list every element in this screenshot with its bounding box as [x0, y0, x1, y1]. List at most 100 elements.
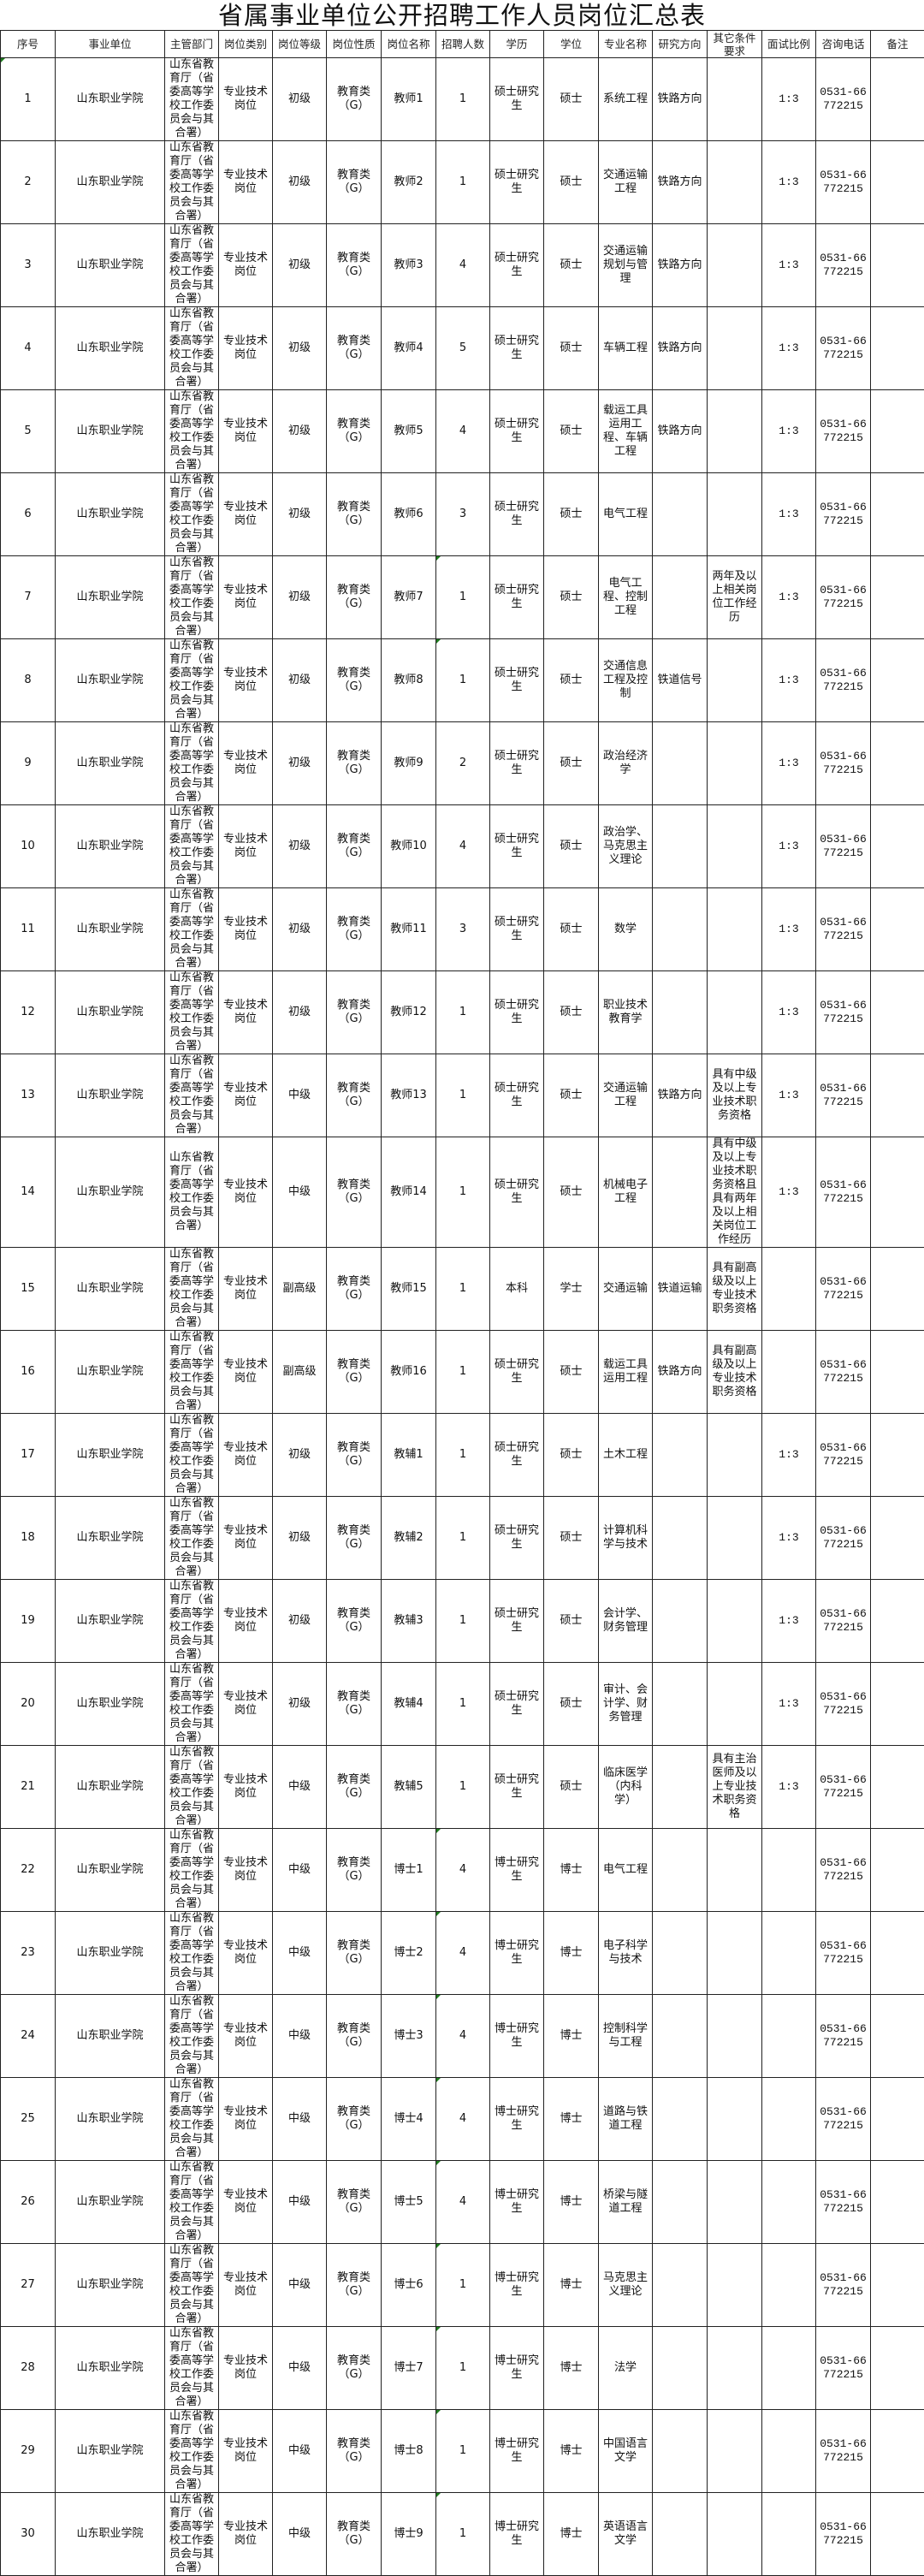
cell-headcount: 1 — [436, 58, 490, 141]
cell-contact-phone: 0531-66772215 — [816, 1331, 871, 1414]
cell-serial-no: 20 — [1, 1663, 56, 1746]
cell-interview-ratio: 1:3 — [762, 224, 816, 307]
cell-remarks — [871, 1248, 924, 1331]
cell-education: 硕士研究生 — [490, 473, 544, 556]
cell-degree: 硕士 — [544, 1663, 599, 1746]
cell-major: 临床医学（内科学） — [599, 1746, 653, 1829]
cell-research-direction — [653, 1580, 708, 1663]
cell-degree: 博士 — [544, 2410, 599, 2493]
cell-serial-no: 26 — [1, 2161, 56, 2244]
cell-degree: 博士 — [544, 2327, 599, 2410]
cell-education: 硕士研究生 — [490, 722, 544, 805]
cell-post-level: 中级 — [273, 2410, 327, 2493]
cell-serial-no: 3 — [1, 224, 56, 307]
cell-other-requirements: 两年及以上相关岗位工作经历 — [708, 556, 762, 639]
cell-major: 审计、会计学、财务管理 — [599, 1663, 653, 1746]
cell-major: 中国语言文学 — [599, 2410, 653, 2493]
cell-other-requirements — [708, 888, 762, 971]
cell-interview-ratio — [762, 1248, 816, 1331]
cell-post-name: 博士9 — [382, 2493, 436, 2576]
cell-major: 政治学、马克思主义理论 — [599, 805, 653, 888]
cell-institution: 山东职业学院 — [56, 805, 165, 888]
cell-research-direction — [653, 722, 708, 805]
cell-department: 山东省教育厅（省委高等学校工作委员会与其合署） — [165, 556, 219, 639]
cell-education: 硕士研究生 — [490, 390, 544, 473]
cell-remarks — [871, 639, 924, 722]
cell-post-level: 中级 — [273, 1746, 327, 1829]
cell-other-requirements — [708, 722, 762, 805]
cell-remarks — [871, 2244, 924, 2327]
cell-degree: 硕士 — [544, 307, 599, 390]
cell-post-level: 初级 — [273, 141, 327, 224]
cell-major: 交通运输 — [599, 1248, 653, 1331]
cell-post-level: 初级 — [273, 1497, 327, 1580]
cell-serial-no: 1 — [1, 58, 56, 141]
cell-department: 山东省教育厅（省委高等学校工作委员会与其合署） — [165, 1331, 219, 1414]
cell-post-name: 教师12 — [382, 971, 436, 1054]
cell-research-direction — [653, 971, 708, 1054]
cell-major: 载运工具运用工程 — [599, 1331, 653, 1414]
cell-institution: 山东职业学院 — [56, 1580, 165, 1663]
cell-post-category: 专业技术岗位 — [219, 888, 273, 971]
cell-degree: 硕士 — [544, 1414, 599, 1497]
cell-major: 机械电子工程 — [599, 1137, 653, 1248]
column-header-post-nature: 岗位性质 — [327, 31, 382, 58]
cell-major: 交通运输工程 — [599, 141, 653, 224]
cell-institution: 山东职业学院 — [56, 2493, 165, 2576]
cell-education: 硕士研究生 — [490, 224, 544, 307]
column-header-education: 学历 — [490, 31, 544, 58]
cell-contact-phone: 0531-66772215 — [816, 805, 871, 888]
cell-department: 山东省教育厅（省委高等学校工作委员会与其合署） — [165, 2161, 219, 2244]
column-header-department: 主管部门 — [165, 31, 219, 58]
cell-institution: 山东职业学院 — [56, 1663, 165, 1746]
cell-institution: 山东职业学院 — [56, 1054, 165, 1137]
cell-degree: 博士 — [544, 2161, 599, 2244]
cell-research-direction: 铁路方向 — [653, 224, 708, 307]
cell-post-category: 专业技术岗位 — [219, 224, 273, 307]
cell-post-nature: 教育类（G） — [327, 1054, 382, 1137]
cell-other-requirements — [708, 1829, 762, 1912]
cell-post-category: 专业技术岗位 — [219, 1414, 273, 1497]
cell-interview-ratio — [762, 2493, 816, 2576]
cell-post-level: 中级 — [273, 1912, 327, 1995]
cell-post-level: 中级 — [273, 1054, 327, 1137]
cell-remarks — [871, 1912, 924, 1995]
cell-post-category: 专业技术岗位 — [219, 1331, 273, 1414]
cell-major: 系统工程 — [599, 58, 653, 141]
cell-institution: 山东职业学院 — [56, 473, 165, 556]
cell-institution: 山东职业学院 — [56, 1746, 165, 1829]
cell-research-direction — [653, 2244, 708, 2327]
cell-contact-phone: 0531-66772215 — [816, 1414, 871, 1497]
cell-post-level: 初级 — [273, 805, 327, 888]
cell-department: 山东省教育厅（省委高等学校工作委员会与其合署） — [165, 1746, 219, 1829]
cell-serial-no: 22 — [1, 1829, 56, 1912]
cell-post-nature: 教育类（G） — [327, 2244, 382, 2327]
cell-post-nature: 教育类（G） — [327, 971, 382, 1054]
cell-major: 马克思主义理论 — [599, 2244, 653, 2327]
cell-education: 硕士研究生 — [490, 1414, 544, 1497]
cell-research-direction — [653, 556, 708, 639]
cell-post-category: 专业技术岗位 — [219, 1746, 273, 1829]
cell-interview-ratio: 1:3 — [762, 473, 816, 556]
cell-post-category: 专业技术岗位 — [219, 971, 273, 1054]
cell-interview-ratio: 1:3 — [762, 556, 816, 639]
cell-department: 山东省教育厅（省委高等学校工作委员会与其合署） — [165, 2078, 219, 2161]
cell-post-name: 博士5 — [382, 2161, 436, 2244]
cell-post-name: 教辅4 — [382, 1663, 436, 1746]
cell-major: 计算机科学与技术 — [599, 1497, 653, 1580]
cell-post-category: 专业技术岗位 — [219, 2161, 273, 2244]
cell-post-name: 教师2 — [382, 141, 436, 224]
cell-major: 载运工具运用工程、车辆工程 — [599, 390, 653, 473]
cell-post-level: 中级 — [273, 2078, 327, 2161]
cell-serial-no: 6 — [1, 473, 56, 556]
cell-institution: 山东职业学院 — [56, 971, 165, 1054]
cell-education: 硕士研究生 — [490, 639, 544, 722]
cell-post-nature: 教育类（G） — [327, 390, 382, 473]
cell-research-direction: 铁路方向 — [653, 58, 708, 141]
cell-degree: 博士 — [544, 2244, 599, 2327]
cell-major: 英语语言文学 — [599, 2493, 653, 2576]
